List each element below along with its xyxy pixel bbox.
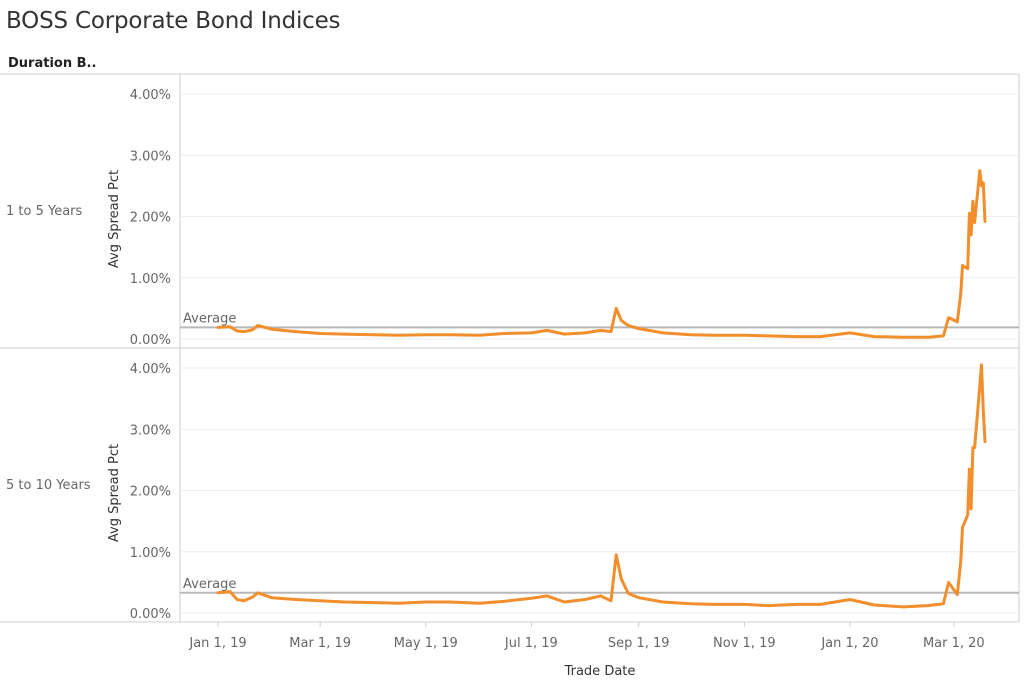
x-tick-label: Jan 1, 20 [820,636,878,651]
y-tick-label: 3.00% [130,423,171,438]
y-tick-label: 4.00% [130,88,171,103]
y-tick-label: 1.00% [130,272,171,287]
y-tick-label: 0.00% [130,607,171,622]
y-tick-label: 3.00% [130,149,171,164]
row-label: 5 to 10 Years [6,478,91,493]
y-axis-title: Avg Spread Pct [107,444,122,542]
x-tick-label: Mar 1, 20 [923,636,985,651]
average-label: Average [183,577,236,592]
x-tick-label: Nov 1, 19 [713,636,776,651]
panel-2: 5 to 10 Years Avg Spread Pct 0.00% 1.00% 2.0… [6,362,1019,622]
average-label: Average [183,311,236,326]
y-tick-label: 4.00% [130,362,171,377]
row-label: 1 to 5 Years [6,204,83,219]
x-tick-label: Jan 1, 19 [188,636,246,651]
y-tick-label: 2.00% [130,211,171,226]
y-tick-label: 0.00% [130,333,171,348]
y-axis-title: Avg Spread Pct [107,170,122,268]
y-tick-label: 1.00% [130,546,171,561]
x-axis-title: Trade Date [564,664,636,679]
x-tick-label: Jul 1, 19 [504,636,558,651]
panel-1: 1 to 5 Years Avg Spread Pct 0.00% 1.00% 2.00… [6,88,1019,348]
x-tick-label: May 1, 19 [394,636,458,651]
series-line [216,169,987,339]
y-tick-label: 2.00% [130,485,171,500]
facet-header: Duration B.. [8,56,97,71]
x-tick-label: Sep 1, 19 [608,636,670,651]
series-line [216,363,987,609]
x-tick-label: Mar 1, 19 [289,636,351,651]
chart-title: BOSS Corporate Bond Indices [6,8,341,34]
